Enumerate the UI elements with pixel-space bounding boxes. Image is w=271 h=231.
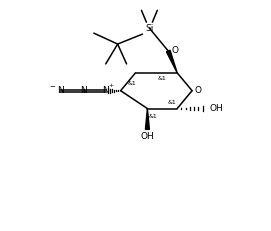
Text: O: O bbox=[194, 86, 201, 95]
Text: +: + bbox=[108, 83, 113, 88]
Text: N: N bbox=[102, 86, 109, 95]
Text: N: N bbox=[80, 86, 87, 95]
Text: &1: &1 bbox=[168, 100, 177, 106]
Text: &1: &1 bbox=[158, 76, 167, 81]
Text: −: − bbox=[50, 84, 56, 90]
Polygon shape bbox=[146, 109, 149, 129]
Text: OH: OH bbox=[141, 132, 154, 141]
Text: O: O bbox=[172, 46, 179, 55]
Text: N: N bbox=[57, 86, 63, 95]
Text: &1: &1 bbox=[127, 81, 136, 86]
Text: OH: OH bbox=[209, 104, 223, 113]
Text: Si: Si bbox=[145, 24, 154, 33]
Polygon shape bbox=[166, 50, 177, 73]
Text: &1: &1 bbox=[149, 114, 158, 119]
